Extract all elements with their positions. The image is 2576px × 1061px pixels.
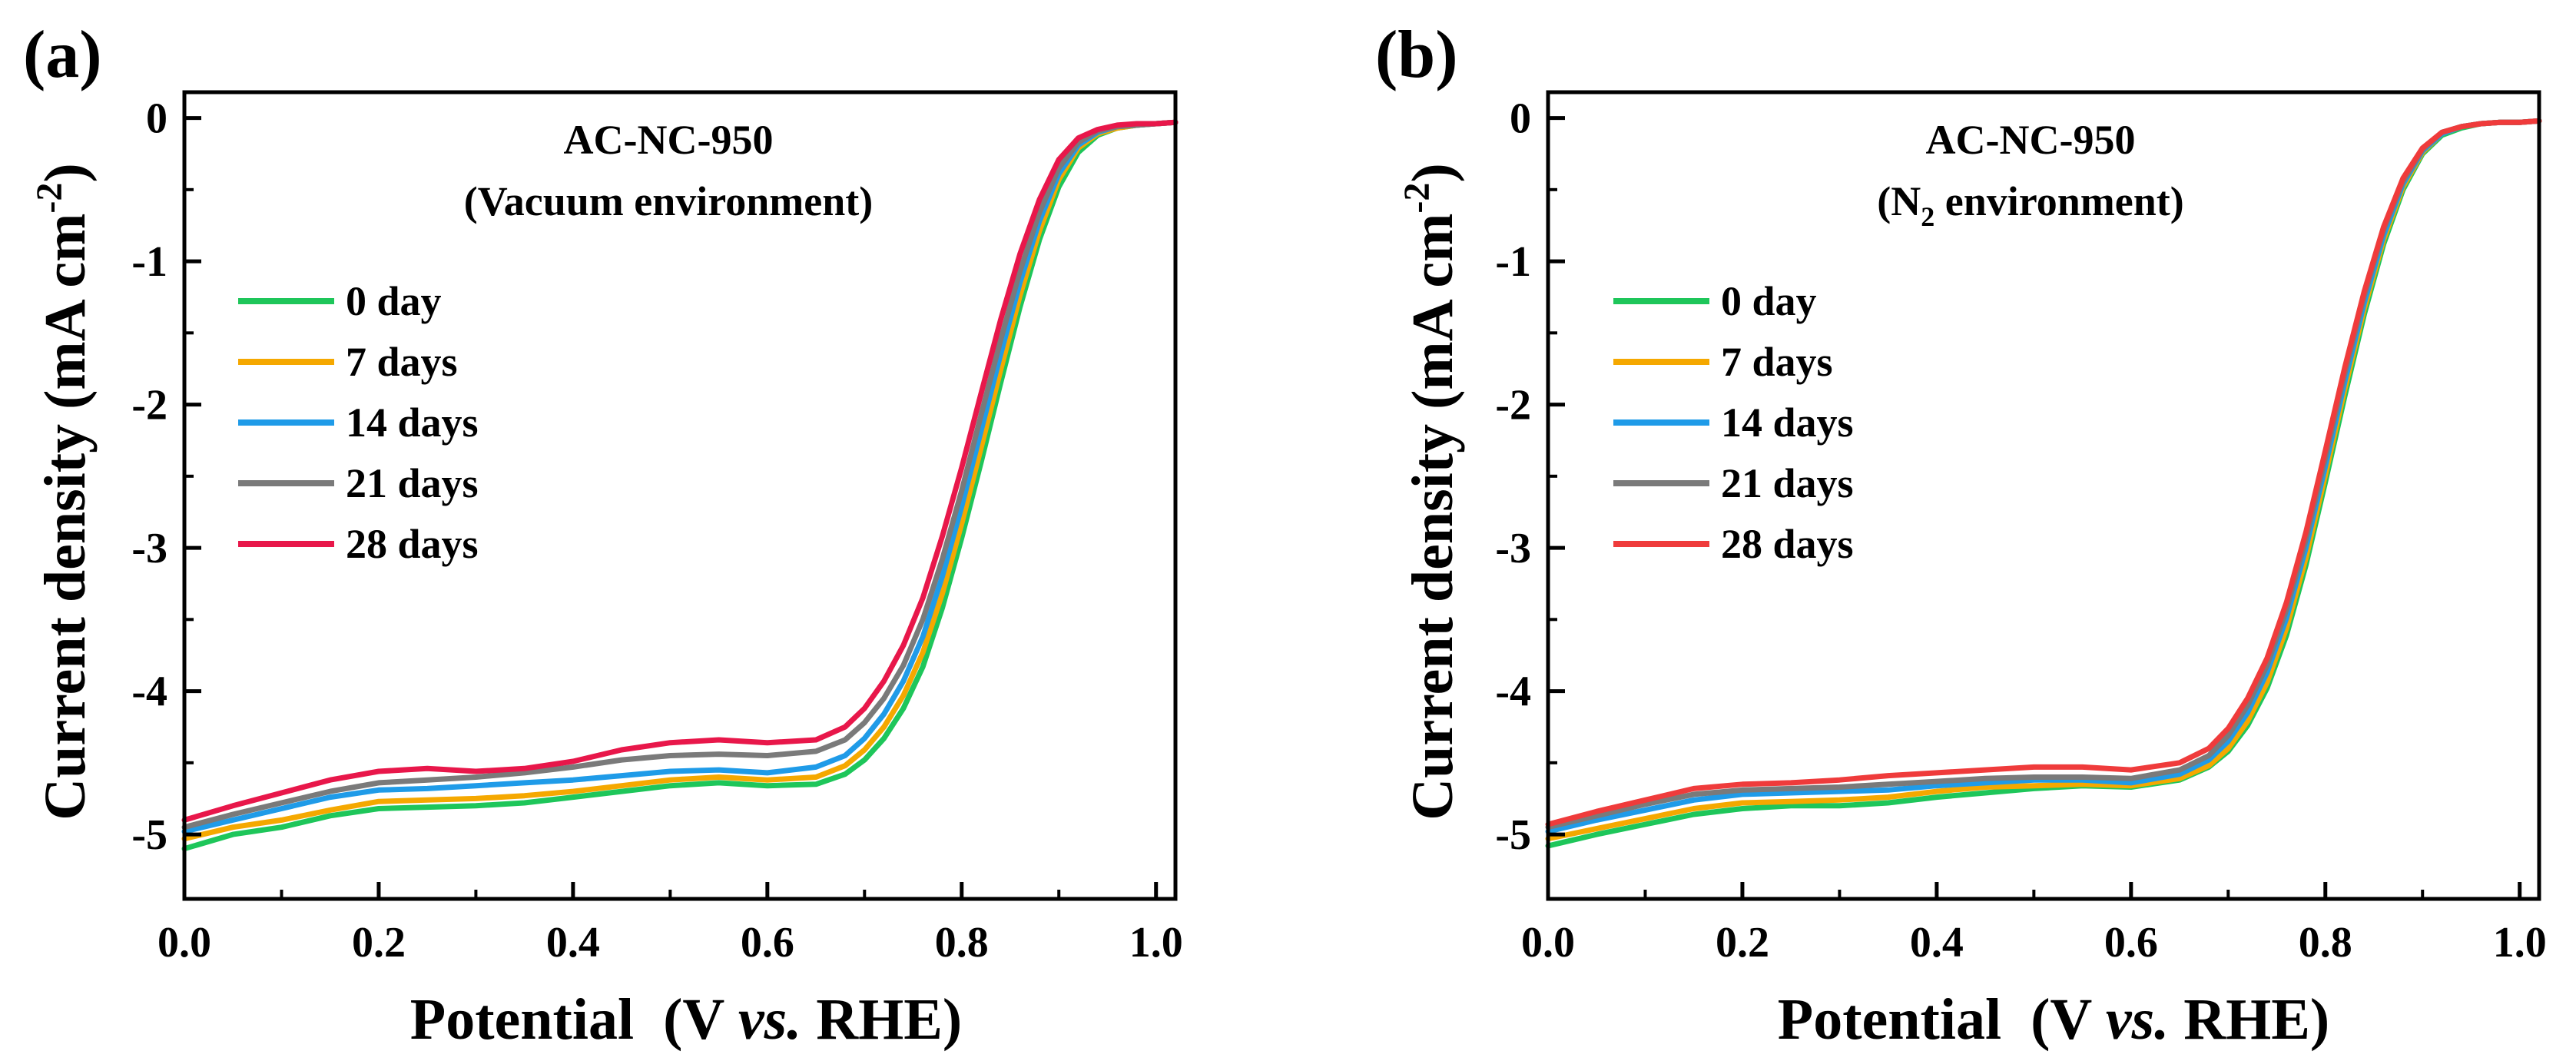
panel-b: (b) 0.0 0.2 0.4 0.6 0.8 1.0 0 -1 -2 -3 -4 -5 0 day 7 …	[1375, 18, 2547, 1052]
panel-a-legend-label-4: 28 days	[346, 521, 479, 567]
panel-a-y-tick-label: -3	[131, 525, 167, 572]
panel-a-series-line-4	[181, 119, 1179, 823]
panel-b-label: (b)	[1375, 18, 1458, 92]
panel-b-x-tick-label: 0.6	[2104, 919, 2158, 967]
panel-b-y-axis-label: Current density (mA cm-2)	[1397, 163, 1465, 820]
panel-a-axes-frame	[182, 90, 1178, 901]
panel-a-subtitle: (Vacuum environment)	[464, 178, 874, 224]
panel-a-legend-label-0: 0 day	[346, 278, 442, 324]
panel-b-x-tick-label: 0.8	[2299, 919, 2352, 967]
panel-a-legend-label-2: 14 days	[346, 400, 479, 446]
panel-a-series-line-3	[181, 119, 1179, 831]
panel-a-y-tick-label: -1	[131, 238, 167, 286]
panel-a-y-tick-label: -4	[131, 668, 167, 716]
panel-a-y-tick-label: -2	[131, 382, 167, 429]
panel-a-x-tick-label: 0.6	[741, 919, 794, 967]
panel-b-x-tick-label: 1.0	[2493, 919, 2547, 967]
panel-b-y-tick-label: -5	[1495, 811, 1531, 859]
panel-b-y-tick-label: -4	[1495, 668, 1531, 716]
panel-a-x-tick-label: 1.0	[1129, 919, 1183, 967]
panel-b-legend-label-4: 28 days	[1721, 521, 1854, 567]
panel-a-y-axis-label: Current density (mA cm-2)	[29, 163, 98, 820]
panel-a-x-tick-label: 0.8	[935, 919, 989, 967]
panel-b-subtitle: (N2 environment)	[1877, 178, 2183, 232]
panel-a-title: AC-NC-950	[564, 117, 774, 163]
panel-b-x-axis-label: Potential (V vs. RHE)	[1778, 987, 2329, 1052]
panel-b-x-tick-label: 0.4	[1910, 919, 1964, 967]
panel-b-legend-label-2: 14 days	[1721, 400, 1854, 446]
panel-a-legend-label-3: 21 days	[346, 460, 479, 506]
panel-a-x-tick-label: 0.2	[352, 919, 406, 967]
panel-a-x-tick-label: 0.0	[157, 919, 211, 967]
panel-b-y-tick-label: 0	[1510, 95, 1531, 143]
panel-a-y-tick-label: -5	[131, 811, 167, 859]
panel-b-plot-area: 0.0 0.2 0.4 0.6 0.8 1.0 0 -1 -2 -3 -4 -5 0 day 7 days…	[1495, 90, 2547, 967]
panel-b-y-tick-label: -1	[1495, 238, 1531, 286]
panel-b-x-tick-label: 0.2	[1716, 919, 1769, 967]
panel-b-legend-label-0: 0 day	[1721, 278, 1817, 324]
panel-b-series-line-4	[1545, 118, 2542, 827]
panel-a-y-tick-label: 0	[146, 95, 167, 143]
panel-b-legend-label-1: 7 days	[1721, 339, 1833, 385]
panel-a-x-tick-label: 0.4	[546, 919, 600, 967]
panel-b-y-tick-label: -2	[1495, 382, 1531, 429]
panel-b-y-tick-label: -3	[1495, 525, 1531, 572]
panel-b-title: AC-NC-950	[1926, 117, 2136, 163]
panel-b-axes-frame	[1546, 90, 2541, 901]
panel-a-label: (a)	[23, 18, 102, 92]
panel-b-x-tick-label: 0.0	[1521, 919, 1575, 967]
panel-a: (a) 0.0 0.2 0.4 0.6 0.8 1.0 0 -1 -2 -3 -4 -5 0 day 7 …	[23, 18, 1183, 1052]
panel-b-legend-label-3: 21 days	[1721, 460, 1854, 506]
panel-a-legend-label-1: 7 days	[346, 339, 458, 385]
panel-a-plot-area: 0.0 0.2 0.4 0.6 0.8 1.0 0 -1 -2 -3 -4 -5 0 day 7 days…	[131, 90, 1183, 967]
panel-a-x-axis-label: Potential (V vs. RHE)	[410, 987, 962, 1052]
